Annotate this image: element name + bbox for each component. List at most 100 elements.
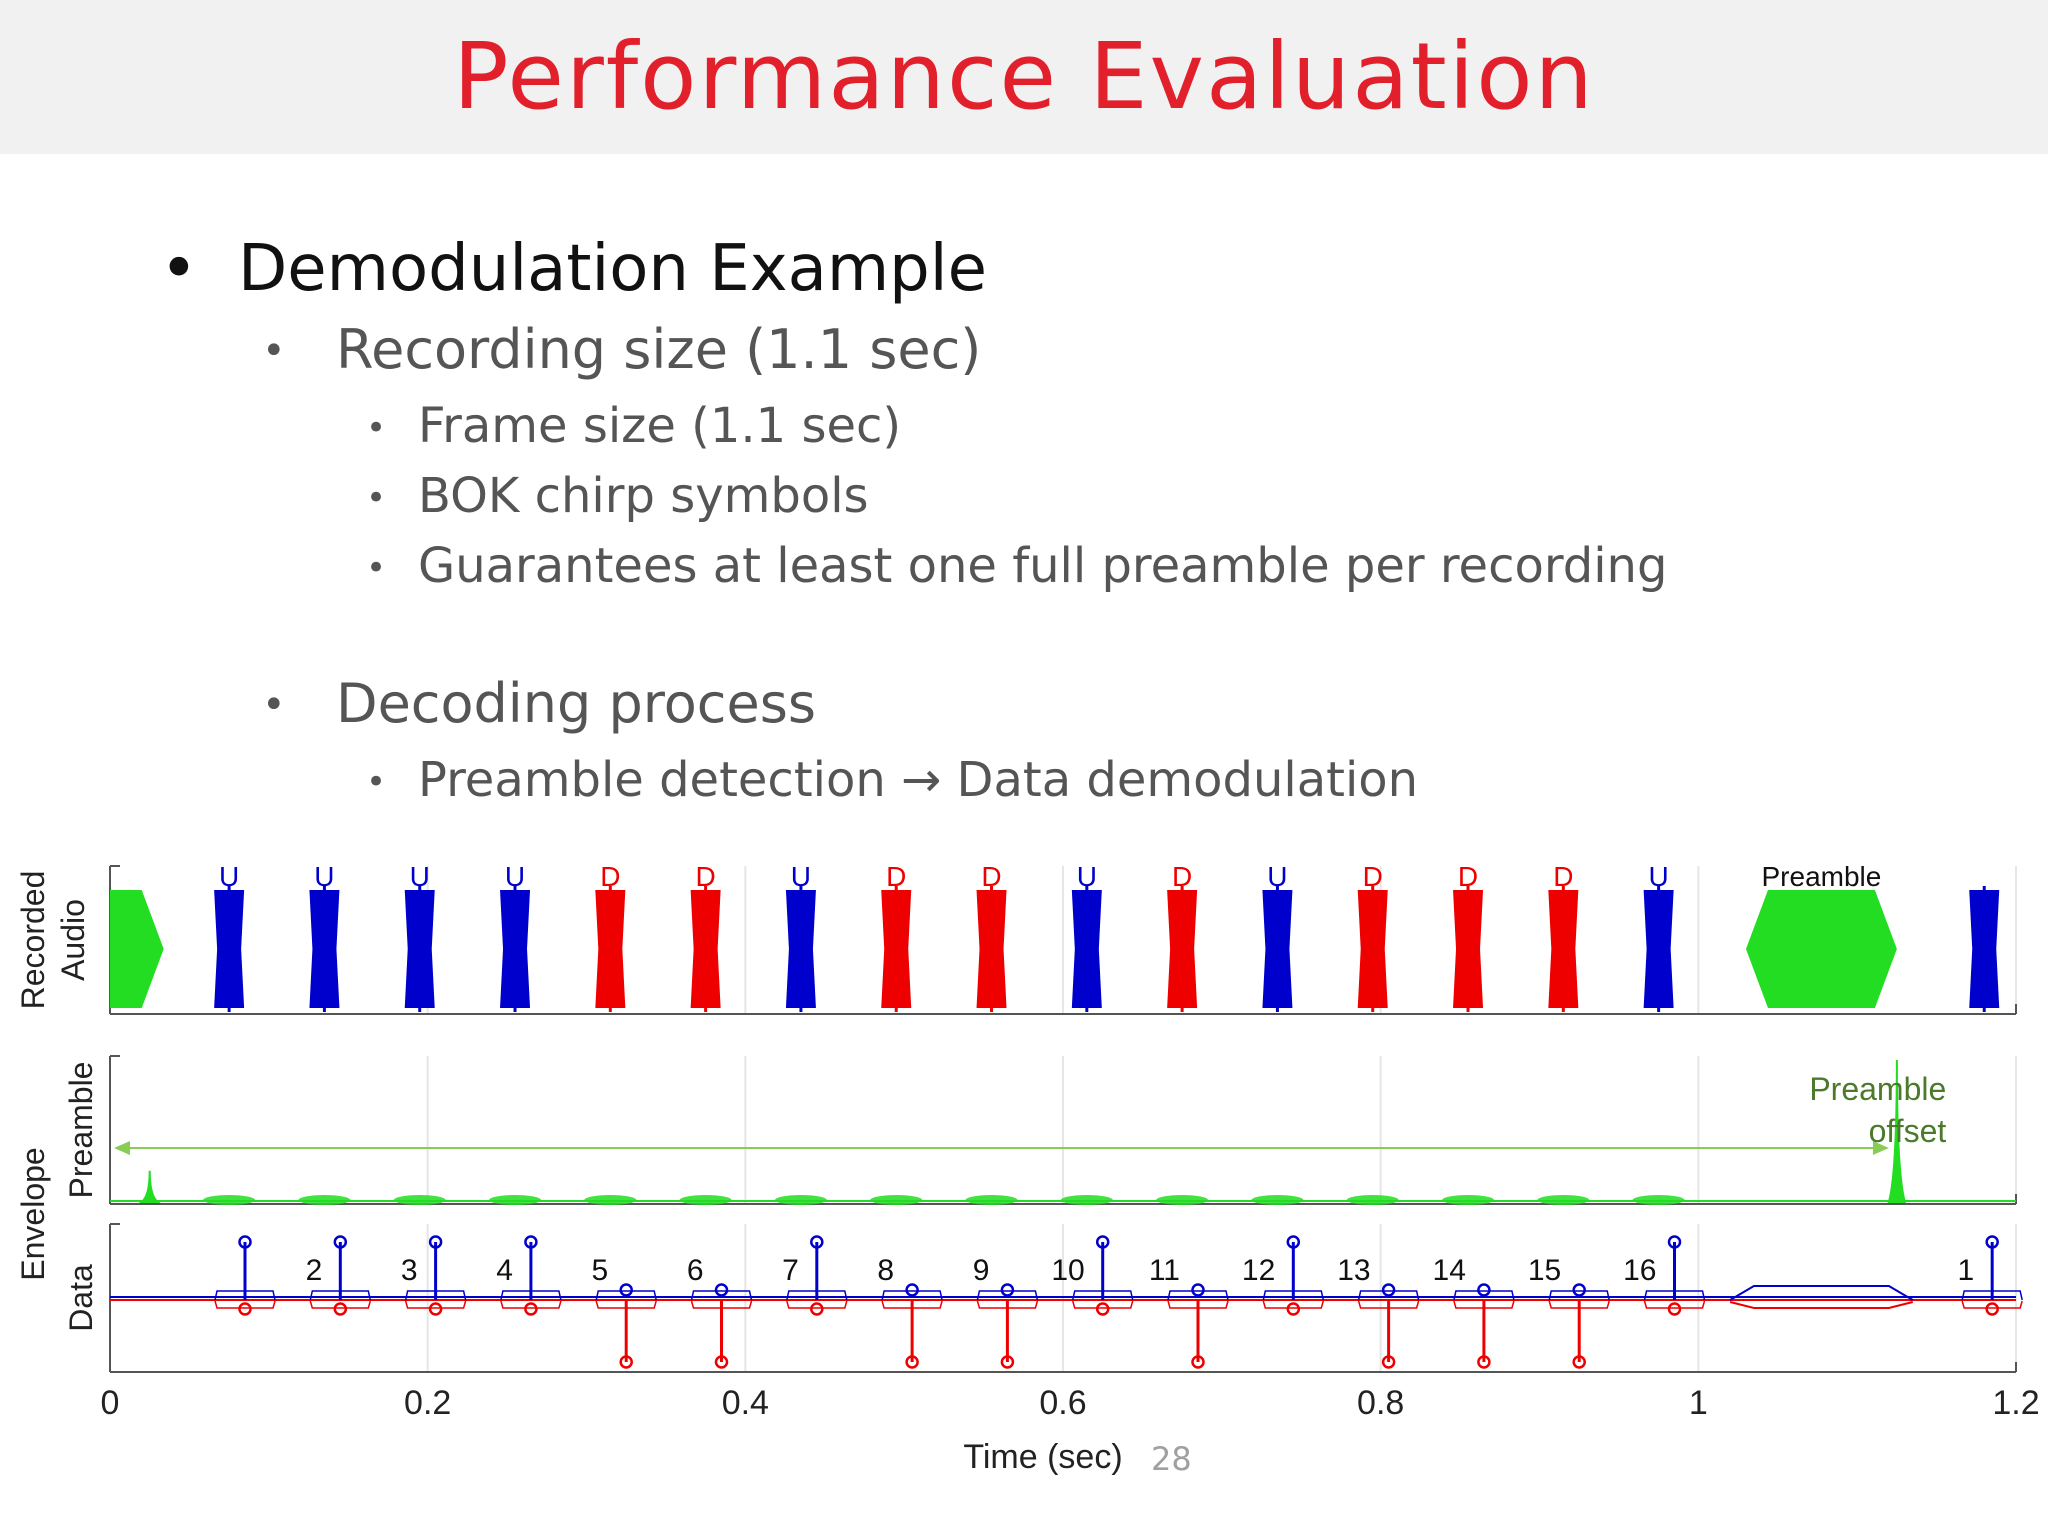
stem-marker-down [238,1302,252,1316]
ylabel-preamble: Preamble [63,1062,99,1199]
stem-marker-up [810,1235,824,1249]
stem-marker-down [333,1302,348,1316]
symbol-label: U [1267,861,1287,892]
symbol-step [309,1300,372,1309]
stem-marker-up [1095,1235,1110,1249]
stem-marker-down [1286,1302,1301,1316]
stem-marker-down [905,1355,919,1369]
data-envelope-wiggle [1729,1285,1914,1301]
stem-marker-up [1985,1235,1999,1249]
x-tick-label: 0.6 [1039,1384,1086,1422]
symbol-index-label: 7 [782,1254,799,1287]
symbol-label: D [886,861,906,892]
stem-marker-up [524,1235,538,1249]
data-envelope-wiggle [1729,1301,1914,1309]
symbol-step [976,1290,1039,1301]
symbol-step [690,1290,753,1301]
stem-marker-down [524,1302,538,1316]
stem-marker-up [1667,1235,1682,1249]
preamble-offset-label: offset [1869,1113,1947,1149]
preamble-waveform [1745,890,1897,1008]
symbol-index-label: 16 [1623,1254,1656,1287]
bullet-dot: • [366,762,387,802]
bullet-text: Preamble detection → Data demodulation [418,752,1419,808]
bullet-dot: • [262,682,286,728]
symbol-label: U [219,861,239,892]
preamble-offset-label: Preamble [1809,1071,1946,1107]
symbol-step [881,1290,943,1301]
bullet-dot: • [366,548,387,588]
stem-marker-down [1000,1355,1015,1369]
stem-marker-up [1381,1283,1396,1297]
stem-marker-down [428,1302,443,1316]
stem-marker-down [714,1355,729,1369]
preamble-peak [1887,1059,1907,1203]
symbol-index-label: 13 [1337,1254,1370,1287]
page-number: 28 [1151,1440,1192,1478]
bullet-dot: • [366,478,387,518]
symbol-index-label: 1 [1957,1254,1974,1287]
symbol-step [1167,1290,1229,1301]
ylabel-preamble-text: Preamble [63,1062,99,1199]
preamble-peak [138,1170,161,1203]
x-tick-label: 1 [1689,1384,1708,1422]
symbol-label: D [1553,861,1573,892]
stem-marker-down [1985,1302,1999,1316]
symbol-index-label: 3 [401,1254,418,1287]
symbol-label: D [1172,861,1192,892]
symbol-index-label: 6 [687,1254,704,1287]
symbol-label: U [1077,861,1097,892]
stem-marker-up [619,1283,633,1297]
ylabel-data: Data [63,1264,99,1332]
symbol-label: U [505,861,525,892]
symbol-label: D [981,861,1001,892]
symbol-step [214,1300,276,1309]
x-tick-label: 1.2 [1992,1384,2039,1422]
symbol-label: D [1363,861,1383,892]
bullet-text: Guarantees at least one full preamble pe… [418,538,1668,594]
stem-marker-up [1000,1283,1015,1297]
stem-marker-up [333,1235,348,1249]
symbol-step [1071,1300,1134,1309]
arrow-head-left [114,1141,130,1155]
preamble-waveform [110,890,164,1008]
symbol-index-label: 10 [1051,1254,1084,1287]
symbol-index-label: 2 [306,1254,323,1287]
stem-marker-down [619,1355,633,1369]
symbol-step [1961,1300,2023,1309]
symbol-step [404,1300,467,1309]
stem-marker-up [1572,1283,1586,1297]
symbol-step [500,1300,562,1309]
symbol-step [1262,1300,1325,1309]
symbol-step [1453,1290,1515,1301]
stem-marker-up [428,1235,443,1249]
arrow-head-right [1872,1141,1889,1155]
symbol-label: D [696,861,716,892]
stem-marker-up [905,1283,919,1297]
stem-marker-up [714,1283,729,1297]
ylabel-line: Recorded [15,871,51,1010]
ylabel-line: Audio [55,899,91,981]
stem-marker-down [1095,1302,1110,1316]
symbol-index-label: 11 [1149,1254,1180,1287]
symbol-index-label: 15 [1528,1254,1561,1287]
symbol-step [1357,1290,1420,1301]
ylabel-envelope: Envelope [15,1147,51,1280]
symbol-step [1548,1290,1610,1301]
symbol-step [786,1300,848,1309]
bullet-dot: • [262,328,286,374]
symbol-label: D [1458,861,1478,892]
stem-marker-down [1477,1355,1491,1369]
symbol-index-label: 4 [496,1254,513,1287]
stem-marker-up [1286,1235,1301,1249]
symbol-index-label: 14 [1433,1254,1466,1287]
ylabel-recorded-audio: Recorded Audio [15,871,91,1010]
slide-title: Performance Evaluation [453,23,1595,130]
x-axis-label: Time (sec) [963,1438,1122,1476]
symbol-label: U [410,861,430,892]
symbol-index-label: 9 [973,1254,990,1287]
symbol-step [595,1290,657,1301]
stem-marker-down [1191,1355,1205,1369]
bullet-text: Frame size (1.1 sec) [418,398,902,454]
bullet-text: Decoding process [336,672,816,735]
